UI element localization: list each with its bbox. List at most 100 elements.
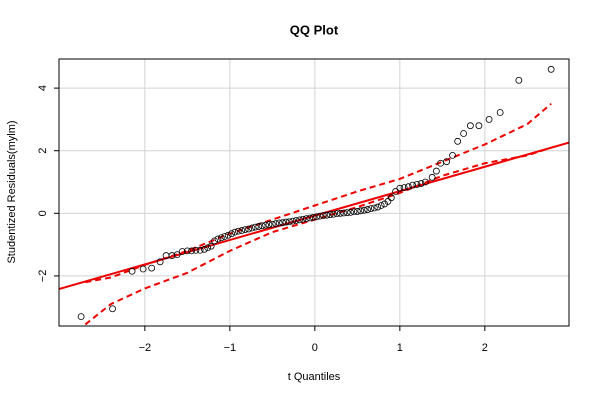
point: [224, 231, 232, 239]
point: [241, 226, 249, 233]
point: [466, 122, 474, 130]
point: [302, 215, 310, 223]
point: [265, 221, 273, 228]
point: [364, 206, 371, 213]
point: [272, 220, 280, 228]
point: [381, 200, 388, 208]
point: [156, 258, 164, 266]
point: [353, 208, 361, 215]
point: [449, 152, 456, 159]
y-tick-label: 4: [37, 85, 49, 91]
point: [336, 209, 344, 217]
point: [384, 198, 392, 205]
point: [299, 215, 307, 223]
point: [292, 217, 300, 224]
axes: −2 −1 0 1 2 −2 0 2 4: [37, 85, 488, 354]
point: [326, 211, 334, 218]
point: [313, 213, 320, 221]
point: [279, 219, 286, 227]
point: [228, 230, 235, 238]
x-axis-label: t Quantiles: [288, 371, 341, 383]
point: [258, 222, 266, 230]
point: [377, 202, 385, 209]
point: [309, 213, 317, 221]
x-tick-label: 0: [312, 342, 318, 354]
point: [347, 208, 354, 216]
point: [77, 313, 85, 321]
point: [340, 209, 348, 217]
point: [432, 167, 440, 175]
point: [475, 122, 483, 130]
y-tick-label: 2: [37, 148, 49, 154]
point: [238, 227, 246, 234]
point: [207, 242, 215, 250]
point: [306, 214, 314, 222]
point: [370, 204, 378, 212]
point: [221, 233, 229, 240]
x-tick-label: −2: [139, 342, 152, 354]
point: [234, 227, 242, 235]
y-tick-label: 0: [37, 210, 49, 216]
point: [173, 251, 181, 259]
x-tick-label: 1: [397, 342, 403, 354]
point: [196, 246, 204, 254]
point: [248, 224, 256, 232]
point: [282, 218, 290, 226]
point: [217, 234, 225, 242]
point: [285, 218, 293, 226]
point: [319, 212, 327, 219]
point: [387, 194, 395, 202]
point: [343, 209, 351, 217]
point: [188, 247, 196, 255]
x-tick-label: 2: [482, 342, 488, 354]
point: [360, 206, 368, 214]
point: [178, 248, 186, 255]
point: [296, 216, 303, 224]
point: [330, 210, 337, 218]
point: [367, 205, 375, 213]
point: [211, 237, 218, 245]
point: [421, 178, 429, 186]
point: [496, 109, 504, 116]
point: [192, 246, 200, 254]
point: [214, 235, 222, 243]
point: [275, 219, 283, 227]
point: [409, 181, 417, 189]
chart-title: QQ Plot: [290, 22, 339, 37]
point: [204, 244, 212, 252]
point: [350, 208, 358, 216]
point: [515, 76, 523, 84]
point: [413, 181, 421, 188]
point: [168, 252, 176, 259]
point: [139, 265, 147, 273]
grid: [59, 59, 569, 326]
point: [357, 207, 365, 215]
point: [148, 264, 156, 272]
plot-frame: [58, 58, 570, 327]
point: [183, 247, 191, 255]
x-tick-label: −1: [224, 342, 237, 354]
point: [268, 220, 276, 228]
point: [417, 180, 425, 187]
plot-area: [59, 65, 569, 326]
point: [428, 173, 436, 181]
point: [333, 210, 341, 218]
point: [547, 65, 555, 73]
point: [109, 305, 116, 313]
point: [323, 211, 331, 219]
point: [404, 183, 412, 191]
point: [396, 184, 404, 192]
y-axis-label: Studentized Residuals(mylm): [6, 120, 18, 263]
point: [443, 158, 451, 166]
point: [200, 245, 208, 253]
point: [454, 137, 462, 145]
point: [231, 228, 239, 236]
point: [245, 225, 252, 233]
point: [255, 223, 263, 230]
point: [251, 223, 259, 231]
point: [400, 184, 408, 192]
y-tick-label: −2: [37, 270, 49, 283]
point: [460, 130, 468, 137]
